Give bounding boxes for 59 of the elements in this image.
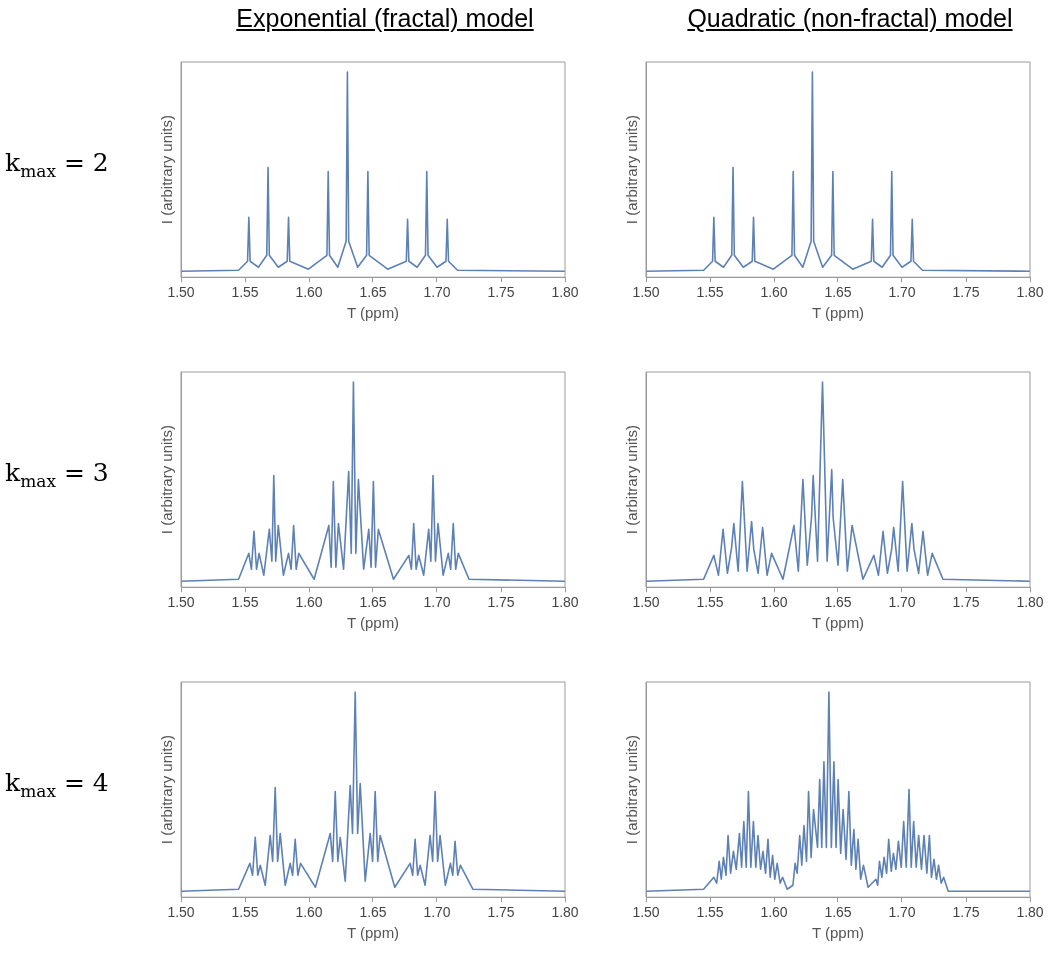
- x-tick-label: 1.50: [167, 284, 195, 301]
- y-axis-title: I (arbitrary units): [623, 115, 641, 225]
- x-tick-label: 1.65: [824, 904, 852, 921]
- x-tick-label: 1.75: [952, 904, 980, 921]
- x-tick-label: 1.70: [888, 284, 916, 301]
- x-tick-label: 1.55: [696, 284, 724, 301]
- x-tick-label: 1.50: [632, 594, 660, 611]
- x-tick-label: 1.70: [888, 594, 916, 611]
- x-tick-label: 1.55: [696, 904, 724, 921]
- x-axis-title: T (ppm): [811, 614, 865, 632]
- y-axis-title: I (arbitrary units): [158, 425, 176, 535]
- x-tick-label: 1.60: [760, 904, 788, 921]
- x-tick-label: 1.50: [167, 904, 195, 921]
- x-tick-label: 1.60: [760, 594, 788, 611]
- x-tick-label: 1.80: [1016, 594, 1044, 611]
- x-tick-label: 1.55: [231, 594, 259, 611]
- x-tick-label: 1.75: [487, 284, 515, 301]
- x-axis-title: T (ppm): [811, 924, 865, 942]
- x-axis-title: T (ppm): [346, 614, 400, 632]
- x-tick-label: 1.75: [487, 904, 515, 921]
- x-tick-label: 1.75: [952, 284, 980, 301]
- x-tick-label: 1.70: [423, 904, 451, 921]
- x-axis-title: T (ppm): [346, 924, 400, 942]
- x-tick-label: 1.75: [952, 594, 980, 611]
- x-tick-label: 1.50: [167, 594, 195, 611]
- x-tick-label: 1.65: [359, 594, 387, 611]
- x-tick-label: 1.70: [888, 904, 916, 921]
- text: k$_{max}$ = 3: [5, 458, 110, 491]
- x-tick-label: 1.65: [824, 594, 852, 611]
- x-axis-title: T (ppm): [346, 304, 400, 322]
- x-tick-label: 1.50: [632, 284, 660, 301]
- chart-title: Exponential (fractal) model: [235, 4, 535, 33]
- x-tick-label: 1.80: [551, 594, 579, 611]
- y-axis-title: I (arbitrary units): [158, 115, 176, 225]
- x-tick-label: 1.50: [632, 904, 660, 921]
- x-tick-label: 1.55: [696, 594, 724, 611]
- x-tick-label: 1.80: [551, 284, 579, 301]
- y-axis-title: I (arbitrary units): [623, 735, 641, 845]
- x-tick-label: 1.80: [1016, 284, 1044, 301]
- x-tick-label: 1.75: [487, 594, 515, 611]
- x-tick-label: 1.65: [359, 904, 387, 921]
- x-tick-label: 1.60: [295, 284, 323, 301]
- x-tick-label: 1.55: [231, 904, 259, 921]
- x-tick-label: 1.70: [423, 284, 451, 301]
- x-axis-title: T (ppm): [811, 304, 865, 322]
- text: k$_{max}$ = 4: [5, 768, 110, 801]
- x-tick-label: 1.60: [760, 284, 788, 301]
- text: k$_{max}$ = 2: [5, 148, 110, 181]
- x-tick-label: 1.65: [824, 284, 852, 301]
- x-tick-label: 1.80: [1016, 904, 1044, 921]
- x-tick-label: 1.65: [359, 284, 387, 301]
- x-tick-label: 1.60: [295, 904, 323, 921]
- x-tick-label: 1.60: [295, 594, 323, 611]
- x-tick-label: 1.80: [551, 904, 579, 921]
- x-tick-label: 1.70: [423, 594, 451, 611]
- y-axis-title: I (arbitrary units): [158, 735, 176, 845]
- x-tick-label: 1.55: [231, 284, 259, 301]
- chart-title: Quadratic (non-fractal) model: [686, 4, 1014, 33]
- y-axis-title: I (arbitrary units): [623, 425, 641, 535]
